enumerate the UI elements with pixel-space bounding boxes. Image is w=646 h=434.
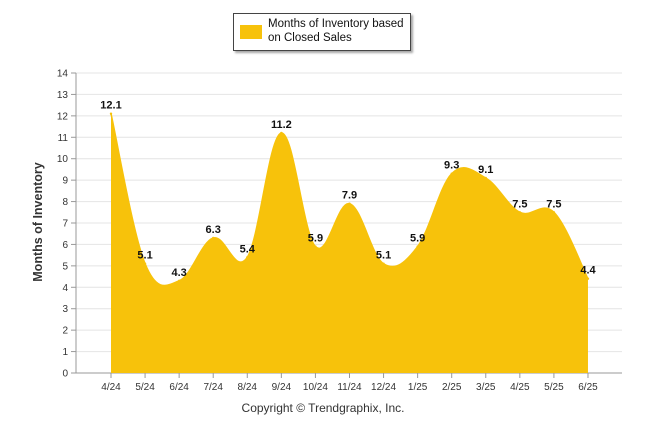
data-point — [246, 256, 249, 259]
data-label: 9.1 — [478, 164, 493, 176]
x-tick-label: 5/25 — [544, 382, 564, 393]
y-tick-label: 4 — [62, 283, 68, 294]
y-tick-label: 2 — [62, 326, 68, 337]
x-tick-label: 2/25 — [442, 382, 462, 393]
series-line — [110, 113, 589, 287]
y-tick-label: 7 — [62, 219, 68, 230]
y-tick-label: 0 — [62, 369, 68, 380]
data-label: 11.2 — [271, 119, 292, 131]
x-tick-label: 10/24 — [303, 382, 328, 393]
legend: Months of Inventory based on Closed Sale… — [233, 13, 411, 51]
data-label: 4.3 — [171, 267, 186, 279]
y-tick-label: 3 — [62, 304, 68, 315]
x-tick-label: 8/24 — [238, 382, 258, 393]
x-tick-label: 11/24 — [337, 382, 362, 393]
data-point — [212, 236, 215, 240]
data-label: 5.1 — [376, 250, 391, 262]
x-tick-label: 3/25 — [476, 382, 496, 393]
y-tick-label: 11 — [58, 133, 69, 144]
data-label: 5.9 — [308, 233, 323, 245]
data-point — [382, 262, 385, 265]
x-tick-label: 6/25 — [578, 382, 598, 393]
data-point — [484, 176, 487, 180]
y-tick-label: 14 — [57, 69, 69, 80]
y-tick-label: 6 — [62, 240, 68, 251]
data-point — [177, 279, 181, 283]
y-tick-label: 5 — [62, 261, 68, 272]
data-label: 7.5 — [546, 198, 561, 210]
y-tick-label: 13 — [57, 90, 69, 101]
y-tick-label: 12 — [57, 111, 69, 122]
y-tick-label: 1 — [62, 347, 68, 358]
data-label: 6.3 — [206, 224, 221, 236]
data-label: 7.5 — [512, 198, 527, 210]
data-label: 5.9 — [410, 233, 425, 245]
data-label: 4.4 — [580, 265, 596, 277]
data-point — [416, 245, 419, 248]
series-area — [111, 113, 588, 373]
data-label: 9.3 — [444, 160, 459, 172]
data-point — [518, 211, 522, 214]
x-tick-label: 4/24 — [101, 382, 121, 393]
copyright-footer: Copyright © Trendgraphix, Inc. — [241, 401, 405, 415]
data-label: 5.1 — [137, 250, 152, 262]
data-point — [348, 202, 351, 205]
x-tick-label: 9/24 — [272, 382, 292, 393]
y-tick-label: 9 — [62, 176, 68, 187]
x-tick-label: 6/24 — [169, 382, 189, 393]
x-tick-label: 1/25 — [408, 382, 428, 393]
x-tick-label: 4/25 — [510, 382, 530, 393]
data-point — [450, 172, 453, 175]
data-label: 12.1 — [100, 100, 121, 112]
x-tick-label: 5/24 — [135, 382, 155, 393]
data-point — [109, 112, 113, 115]
data-point — [586, 277, 590, 280]
data-label: 5.4 — [240, 243, 256, 255]
legend-label: Months of Inventory based on Closed Sale… — [268, 18, 404, 44]
data-point — [552, 211, 556, 214]
x-tick-label: 12/24 — [371, 382, 396, 393]
data-point — [143, 262, 147, 265]
x-tick-label: 7/24 — [203, 382, 223, 393]
data-point — [314, 245, 317, 248]
data-label: 7.9 — [342, 190, 357, 202]
legend-swatch — [240, 25, 262, 39]
y-tick-label: 10 — [57, 154, 69, 165]
y-tick-label: 8 — [62, 197, 68, 208]
data-point — [280, 131, 283, 135]
